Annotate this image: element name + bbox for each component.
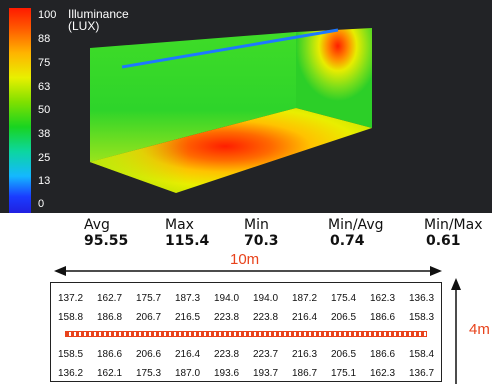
luminaire-line <box>121 28 339 69</box>
grid-cell: 158.3 <box>408 312 435 323</box>
stat-value: 115.4 <box>165 233 210 249</box>
scale-tick: 50 <box>38 104 51 116</box>
room-3d-render <box>90 28 372 193</box>
grid-cell: 216.4 <box>291 312 318 323</box>
legend-title: Illuminance (LUX) <box>68 8 129 32</box>
grid-cell: 175.4 <box>330 293 357 304</box>
scale-tick: 75 <box>38 57 51 69</box>
grid-cell: 158.8 <box>57 312 84 323</box>
grid-cell: 175.1 <box>330 368 357 379</box>
legend-title-line: Illuminance <box>68 7 129 21</box>
grid-cell: 162.3 <box>369 293 396 304</box>
height-dimension-label: 4m <box>469 321 490 338</box>
grid-cell: 175.3 <box>135 368 162 379</box>
scale-tick: 63 <box>38 81 51 93</box>
grid-cell: 187.3 <box>174 293 201 304</box>
grid-cell: 162.1 <box>96 368 123 379</box>
grid-cell: 186.6 <box>96 349 123 360</box>
floor-shade <box>90 108 372 193</box>
color-scale-bar <box>9 8 31 213</box>
grid-cell: 194.0 <box>213 293 240 304</box>
grid-cell: 223.8 <box>213 349 240 360</box>
grid-cell: 187.0 <box>174 368 201 379</box>
scale-tick: 88 <box>38 33 51 45</box>
grid-cell: 223.8 <box>252 312 279 323</box>
stat-value: 0.74 <box>330 233 365 249</box>
grid-cell: 193.6 <box>213 368 240 379</box>
grid-cell: 162.3 <box>369 368 396 379</box>
grid-row: 136.2 162.1 175.3 187.0 193.6 193.7 186.… <box>51 368 441 379</box>
scale-tick: 0 <box>38 198 45 210</box>
stat-value: 0.61 <box>426 233 461 249</box>
grid-cell: 193.7 <box>252 368 279 379</box>
grid-cell: 216.4 <box>174 349 201 360</box>
grid-cell: 206.5 <box>330 312 357 323</box>
scale-tick: 13 <box>38 175 51 187</box>
stat-value: 70.3 <box>244 233 279 249</box>
grid-row: 137.2 162.7 175.7 187.3 194.0 194.0 187.… <box>51 293 441 304</box>
grid-cell: 175.7 <box>135 293 162 304</box>
stat-label: Min/Max <box>424 217 483 233</box>
height-dimension-arrow <box>451 278 461 384</box>
grid-cell: 194.0 <box>252 293 279 304</box>
grid-cell: 136.7 <box>408 368 435 379</box>
grid-cell: 136.3 <box>408 293 435 304</box>
grid-cell: 186.6 <box>369 312 396 323</box>
stat-min: Min 70.3 <box>244 217 279 249</box>
stat-value: 95.55 <box>84 233 129 249</box>
grid-row: 158.5 186.6 206.6 216.4 223.8 223.7 216.… <box>51 349 441 360</box>
grid-cell: 206.6 <box>135 349 162 360</box>
grid-cell: 137.2 <box>57 293 84 304</box>
scale-tick: 25 <box>38 152 51 164</box>
width-dimension-label: 10m <box>230 251 260 268</box>
grid-cell: 216.5 <box>174 312 201 323</box>
scale-tick: 100 <box>38 9 57 21</box>
grid-cell: 158.5 <box>57 349 84 360</box>
stat-avg: Avg 95.55 <box>84 217 128 249</box>
stat-label: Min/Avg <box>328 217 384 233</box>
grid-row: 158.8 186.8 206.7 216.5 223.8 223.8 216.… <box>51 312 441 323</box>
grid-cell: 187.2 <box>291 293 318 304</box>
stat-min-avg: Min/Avg 0.74 <box>328 217 384 249</box>
legend-unit-line: (LUX) <box>68 19 100 33</box>
illuminance-3d-viewer[interactable]: 100 88 75 63 50 38 25 13 0 Illuminance (… <box>0 0 492 213</box>
luminaire-fixture <box>65 331 427 337</box>
grid-cell: 206.5 <box>330 349 357 360</box>
stat-min-max: Min/Max 0.61 <box>424 217 483 249</box>
grid-cell: 162.7 <box>96 293 123 304</box>
illuminance-grid: 137.2 162.7 175.7 187.3 194.0 194.0 187.… <box>50 282 442 382</box>
width-dimension-arrow <box>54 266 442 276</box>
grid-cell: 223.8 <box>213 312 240 323</box>
stat-label: Avg <box>84 217 110 233</box>
grid-cell: 206.7 <box>135 312 162 323</box>
grid-cell: 158.4 <box>408 349 435 360</box>
side-wall <box>296 28 372 128</box>
stat-label: Min <box>244 217 269 233</box>
grid-cell: 186.7 <box>291 368 318 379</box>
grid-cell: 186.6 <box>369 349 396 360</box>
scale-tick: 38 <box>38 128 51 140</box>
stat-label: Max <box>165 217 194 233</box>
grid-cell: 136.2 <box>57 368 84 379</box>
grid-cell: 223.7 <box>252 349 279 360</box>
stat-max: Max 115.4 <box>165 217 209 249</box>
grid-cell: 216.3 <box>291 349 318 360</box>
grid-cell: 186.8 <box>96 312 123 323</box>
